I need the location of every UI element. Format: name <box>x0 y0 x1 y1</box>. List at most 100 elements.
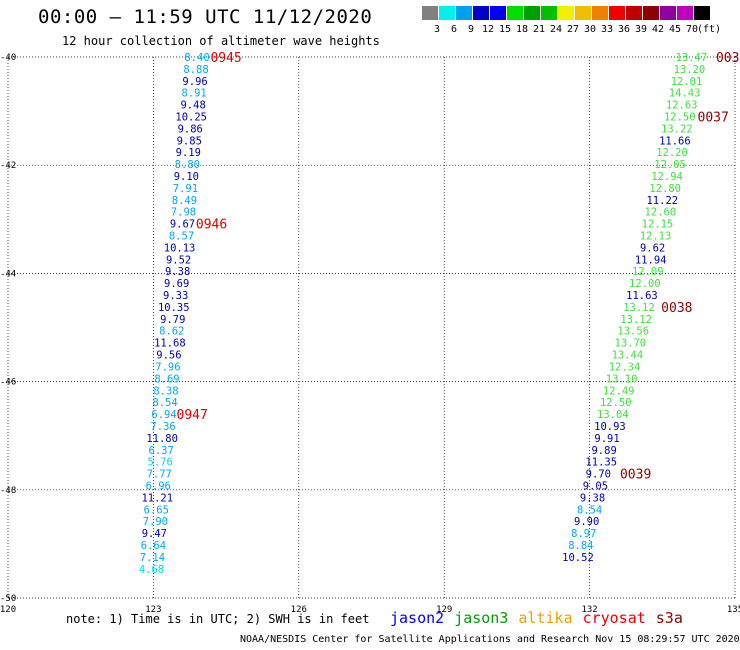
scale-label: 27 <box>566 24 580 35</box>
wave-height-value: 13.10 <box>606 373 638 385</box>
scale-swatch <box>456 6 472 20</box>
wave-height-value: 13.47 <box>676 52 708 64</box>
scale-label: 15 <box>498 24 512 35</box>
y-tick-label: -40 <box>0 53 16 63</box>
wave-height-value: 12.60 <box>645 207 677 219</box>
wave-height-value: 9.70 <box>586 469 611 481</box>
wave-height-value: 12.00 <box>629 278 661 290</box>
scale-swatch <box>473 6 489 20</box>
y-tick-label: -46 <box>0 378 16 388</box>
scale-label: 36 <box>617 24 631 35</box>
wave-height-value: 8.40 <box>184 52 209 64</box>
wave-height-value: 6.96 <box>146 480 171 492</box>
scale-swatch <box>422 6 438 20</box>
wave-height-value: 13.12 <box>623 302 655 314</box>
wave-height-value: 9.38 <box>580 492 605 504</box>
wave-height-value: 7.77 <box>147 469 172 481</box>
wave-height-value: 9.56 <box>156 350 181 362</box>
wave-height-value: 9.69 <box>164 278 189 290</box>
satellite-cryosat: cryosat <box>582 609 646 627</box>
wave-height-value: 9.19 <box>176 147 201 159</box>
scale-swatch <box>524 6 540 20</box>
x-tick-label: 132 <box>581 605 597 615</box>
wave-height-value: 12.34 <box>609 361 641 373</box>
scale-swatch <box>592 6 608 20</box>
satellite-legend: jason2 jason3 altika cryosat s3a <box>390 609 693 627</box>
wave-height-value: 13.04 <box>597 409 629 421</box>
wave-height-value: 13.12 <box>620 314 652 326</box>
map-subtitle: 12 hour collection of altimeter wave hei… <box>62 34 380 48</box>
x-tick-label: 135 <box>727 605 740 615</box>
axes-labels: 120 123 126 129 132 135 -40 -42 -44 -46 -48 -50 <box>0 53 740 615</box>
scale-swatch <box>677 6 693 20</box>
wave-height-value: 10.25 <box>175 112 207 124</box>
wave-height-value: 9.96 <box>182 76 207 88</box>
wave-height-value: 12.20 <box>656 147 688 159</box>
wave-height-value: 11.35 <box>585 457 617 469</box>
scale-swatch <box>439 6 455 20</box>
wave-height-value: 8.54 <box>152 397 177 409</box>
scale-swatch <box>575 6 591 20</box>
scale-label: 21 <box>532 24 546 35</box>
wave-height-value: 7.98 <box>171 207 196 219</box>
scale-swatch <box>626 6 642 20</box>
wave-height-value: 9.79 <box>160 314 185 326</box>
wave-height-value: 8.84 <box>568 540 593 552</box>
scale-swatch <box>660 6 676 20</box>
wave-height-value: 8.88 <box>183 64 208 76</box>
wave-height-value: 8.62 <box>159 326 184 338</box>
wave-height-value: 7.91 <box>173 183 198 195</box>
wave-height-value: 13.22 <box>661 123 693 135</box>
wave-height-value: 11.21 <box>141 492 173 504</box>
y-tick-label: -50 <box>0 594 16 604</box>
wave-height-value: 8.80 <box>175 159 200 171</box>
wave-height-value: 12.01 <box>671 76 703 88</box>
wave-height-value: 11.22 <box>646 195 678 207</box>
satellite-altika: altika <box>518 609 573 627</box>
wave-height-value: 7.90 <box>143 516 168 528</box>
scale-label: 45 <box>668 24 682 35</box>
wave-height-value: 12.50 <box>600 397 632 409</box>
wave-height-value: 12.49 <box>603 385 635 397</box>
scale-label: 39 <box>634 24 648 35</box>
wave-height-value: 10.52 <box>562 552 594 564</box>
wave-height-value: 13.56 <box>617 326 649 338</box>
wave-height-value: 9.86 <box>178 123 203 135</box>
y-tick-label: -44 <box>0 269 16 279</box>
wave-height-value: 11.80 <box>146 433 178 445</box>
wave-height-value: 4.68 <box>139 564 164 576</box>
wave-height-value: 11.68 <box>154 338 186 350</box>
time-label: 0036 <box>716 51 740 66</box>
time-label: 0038 <box>661 301 692 316</box>
satellite-jason2: jason2 <box>390 609 445 627</box>
wave-height-value: 6.65 <box>144 504 169 516</box>
x-tick-label: 120 <box>0 605 16 615</box>
scale-label: 70 <box>685 24 699 35</box>
wave-height-value: 8.57 <box>169 231 194 243</box>
x-tick-label: 126 <box>291 605 307 615</box>
scale-label: 6 <box>450 24 458 35</box>
wave-height-value: 6.64 <box>141 540 166 552</box>
wave-height-value: 10.35 <box>158 302 190 314</box>
scale-label: 9 <box>467 24 475 35</box>
time-label: 0946 <box>196 218 227 233</box>
time-label: 0945 <box>210 51 241 66</box>
wave-height-value: 14.43 <box>669 88 701 100</box>
wave-height-value: 9.10 <box>174 171 199 183</box>
scale-swatch <box>558 6 574 20</box>
wave-height-value: 5.76 <box>148 457 173 469</box>
scale-swatch <box>507 6 523 20</box>
wave-height-value: 8.49 <box>172 195 197 207</box>
scale-label: 18 <box>515 24 529 35</box>
wave-height-value: 7.14 <box>140 552 165 564</box>
grid-lines <box>7 56 736 599</box>
scale-label: 24 <box>549 24 563 35</box>
wave-height-value: 8.38 <box>153 385 178 397</box>
wave-height-value: 12.13 <box>640 231 672 243</box>
wave-height-value: 10.93 <box>594 421 626 433</box>
y-tick-label: -42 <box>0 161 16 171</box>
scale-swatch <box>694 6 710 20</box>
scale-swatch <box>643 6 659 20</box>
scale-label: 42 <box>651 24 665 35</box>
